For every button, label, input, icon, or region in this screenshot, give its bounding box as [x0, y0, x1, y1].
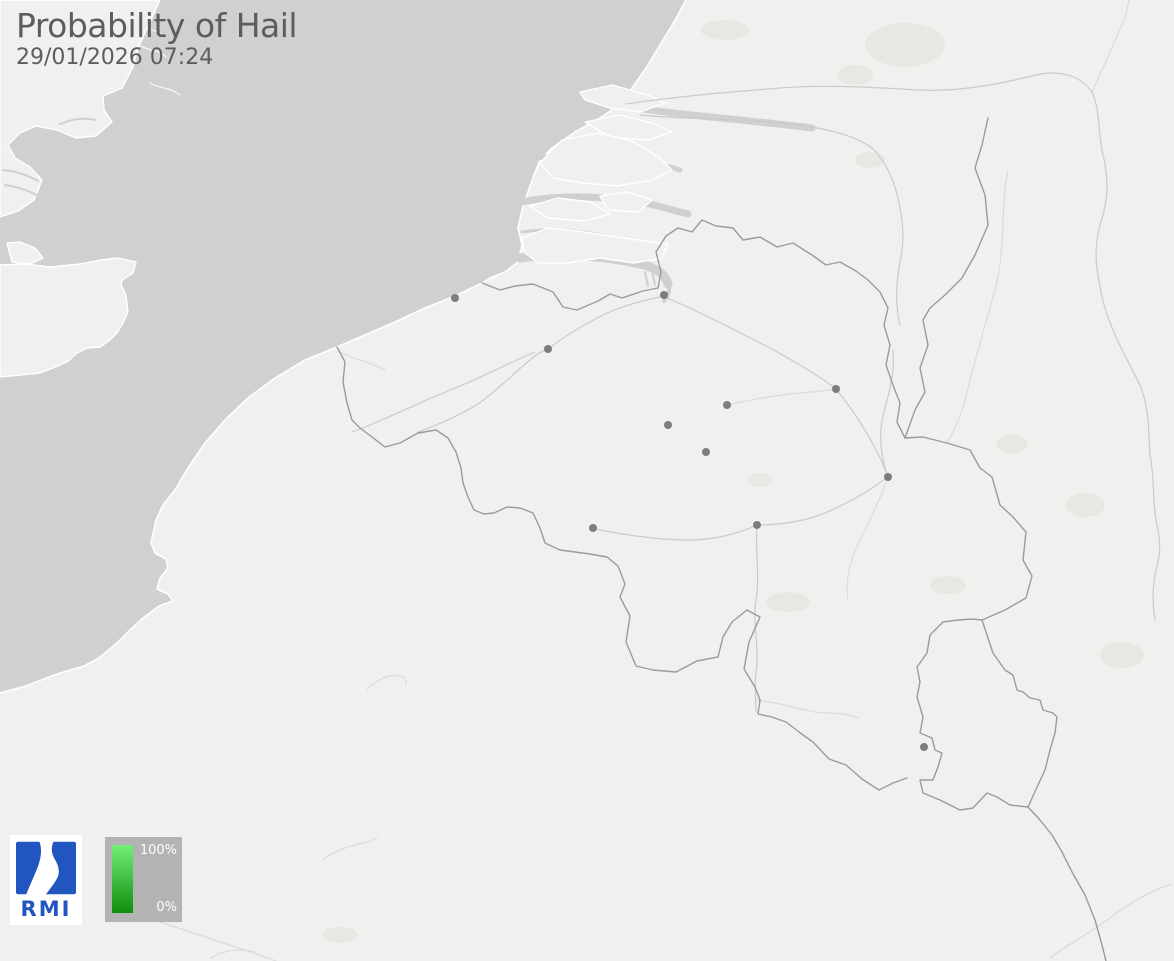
probability-legend: 100% 0% [105, 837, 182, 922]
city-dot [723, 401, 731, 409]
legend-gradient-bar [112, 845, 133, 913]
map-datetime: 29/01/2026 07:24 [16, 45, 214, 71]
england [0, 0, 161, 378]
kent-landmass [0, 257, 137, 378]
border-france-belgium [336, 346, 908, 791]
sambre-river [589, 524, 758, 541]
coastline [0, 0, 687, 694]
rmi-emblem-icon [16, 841, 76, 895]
demer-river [726, 388, 837, 406]
city-dot [544, 345, 552, 353]
isle-of-sheppey [6, 241, 44, 265]
city-dot [451, 294, 459, 302]
border-netherlands-germany [904, 117, 989, 439]
tholen-island [599, 191, 653, 213]
meuse-namur-givet [754, 524, 759, 713]
rmi-logo-text: RMI [20, 897, 72, 921]
antwerp-docks [644, 269, 656, 287]
forest-patch [766, 592, 810, 612]
rmi-logo: RMI [10, 835, 82, 925]
country-borders [336, 117, 1107, 961]
border-belgium-germany [904, 436, 1033, 621]
city-dot [702, 448, 710, 456]
forest-patch [748, 473, 772, 487]
canche-river [321, 837, 378, 861]
border-luxembourg [916, 618, 1058, 811]
noord-beveland-island [529, 197, 611, 222]
terrain-patches [322, 20, 1144, 943]
rur-river [946, 169, 1009, 444]
yser-river [339, 351, 386, 371]
city-dot [920, 743, 928, 751]
forest-patch [322, 927, 358, 943]
forest-patch [701, 20, 749, 40]
delta-islands [521, 84, 673, 264]
forest-patch [837, 65, 873, 85]
moselle-river [1049, 883, 1173, 959]
page-title: Probability of Hail [16, 6, 298, 45]
city-dot [884, 473, 892, 481]
walcheren-island [521, 227, 669, 264]
somme-river [159, 921, 277, 961]
forest-patch [865, 23, 945, 67]
meuse-maastricht-liege [880, 349, 895, 478]
scheldt-estuary [662, 280, 672, 303]
goeree-island [579, 84, 666, 113]
essex-estuaries [2, 117, 96, 199]
sea-layer [0, 0, 687, 694]
north-sea [0, 0, 686, 693]
ijssel-river [1091, 0, 1130, 93]
title-block: Probability of Hail 29/01/2026 07:24 [16, 6, 298, 71]
city-markers [451, 291, 928, 751]
forest-patch [996, 435, 1028, 453]
city-dot [589, 524, 597, 532]
ourthe-river [846, 476, 889, 601]
city-dot [832, 385, 840, 393]
semois-river [755, 699, 859, 719]
meuse-liege-namur [756, 476, 889, 526]
forest-patch [1100, 642, 1144, 668]
essex-landmass [0, 0, 161, 218]
rivers [159, 0, 1173, 961]
albert-canal [664, 296, 889, 478]
aa-river [366, 675, 407, 691]
forest-patch [855, 152, 885, 168]
city-dot [753, 521, 761, 529]
border-belgium-netherlands [481, 219, 906, 439]
scheldt-river [417, 296, 661, 433]
leie-river [351, 351, 536, 433]
forest-patch [1065, 493, 1105, 517]
legend-min-label: 0% [156, 900, 177, 915]
legend-max-label: 100% [139, 843, 177, 858]
city-dot [664, 421, 672, 429]
rhine-waal-river [625, 72, 1161, 621]
schouwen-island [539, 132, 673, 187]
border-france-germany [1027, 806, 1107, 961]
forest-patch [930, 576, 966, 594]
maas-river [639, 114, 904, 326]
city-dot [660, 291, 668, 299]
